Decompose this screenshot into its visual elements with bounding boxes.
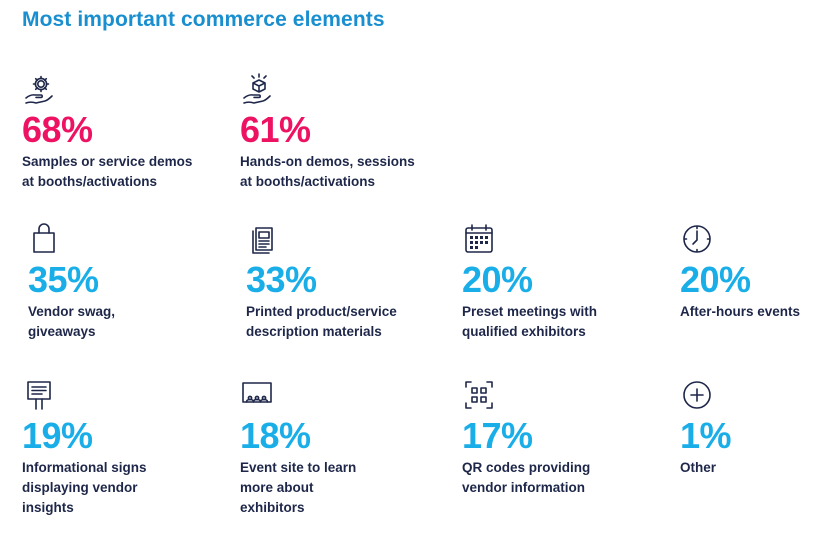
stat-item: 17% QR codes providing vendor information	[462, 378, 672, 498]
stat-item: 18% Event site to learn more about exhibi…	[240, 378, 450, 518]
presentation-screen-icon	[240, 378, 274, 412]
stat-percentage: 61%	[240, 109, 311, 150]
stat-item: 19% Informational signs displaying vendor…	[22, 378, 232, 518]
stat-description: Other	[680, 460, 717, 475]
stat-item: 20% Preset meetings with qualified exhibi…	[462, 222, 672, 342]
stat-description: After-hours events	[680, 304, 801, 319]
shopping-bag-icon	[28, 222, 62, 256]
stat-description: Preset meetings with qualified exhibitor…	[462, 304, 598, 339]
box-hand-icon	[240, 72, 274, 106]
qr-code-icon	[462, 378, 496, 412]
stat-percentage: 35%	[28, 259, 99, 300]
stat-percentage: 1%	[680, 415, 732, 456]
printed-pages-icon	[246, 222, 280, 256]
stat-percentage: 17%	[462, 415, 533, 456]
stat-item: 68% Samples or service demos at booths/ac…	[22, 72, 232, 192]
signboard-icon	[22, 378, 56, 412]
stat-description: Event site to learn more about exhibitor…	[240, 460, 357, 515]
stat-description: Printed product/service description mate…	[246, 304, 397, 339]
plus-circle-icon	[680, 378, 714, 412]
stat-item: 1% Other	[680, 378, 831, 478]
stat-percentage: 20%	[680, 259, 751, 300]
stat-description: Vendor swag, giveaways	[28, 304, 116, 339]
stat-percentage: 68%	[22, 109, 93, 150]
stat-item: 35% Vendor swag, giveaways	[28, 222, 238, 342]
page-title: Most important commerce elements	[22, 8, 385, 31]
stat-description: Samples or service demos at booths/activ…	[22, 154, 193, 189]
stat-percentage: 33%	[246, 259, 317, 300]
stat-item: 33% Printed product/service description m…	[246, 222, 456, 342]
stat-percentage: 19%	[22, 415, 93, 456]
stat-item: 61% Hands-on demos, sessions at booths/ac…	[240, 72, 450, 192]
stat-percentage: 20%	[462, 259, 533, 300]
calendar-icon	[462, 222, 496, 256]
stat-description: Hands-on demos, sessions at booths/activ…	[240, 154, 415, 189]
stat-description: QR codes providing vendor information	[462, 460, 591, 495]
gear-hand-icon	[22, 72, 56, 106]
clock-icon	[680, 222, 714, 256]
stat-description: Informational signs displaying vendor in…	[22, 460, 147, 515]
stat-item: 20% After-hours events	[680, 222, 831, 322]
stat-percentage: 18%	[240, 415, 311, 456]
